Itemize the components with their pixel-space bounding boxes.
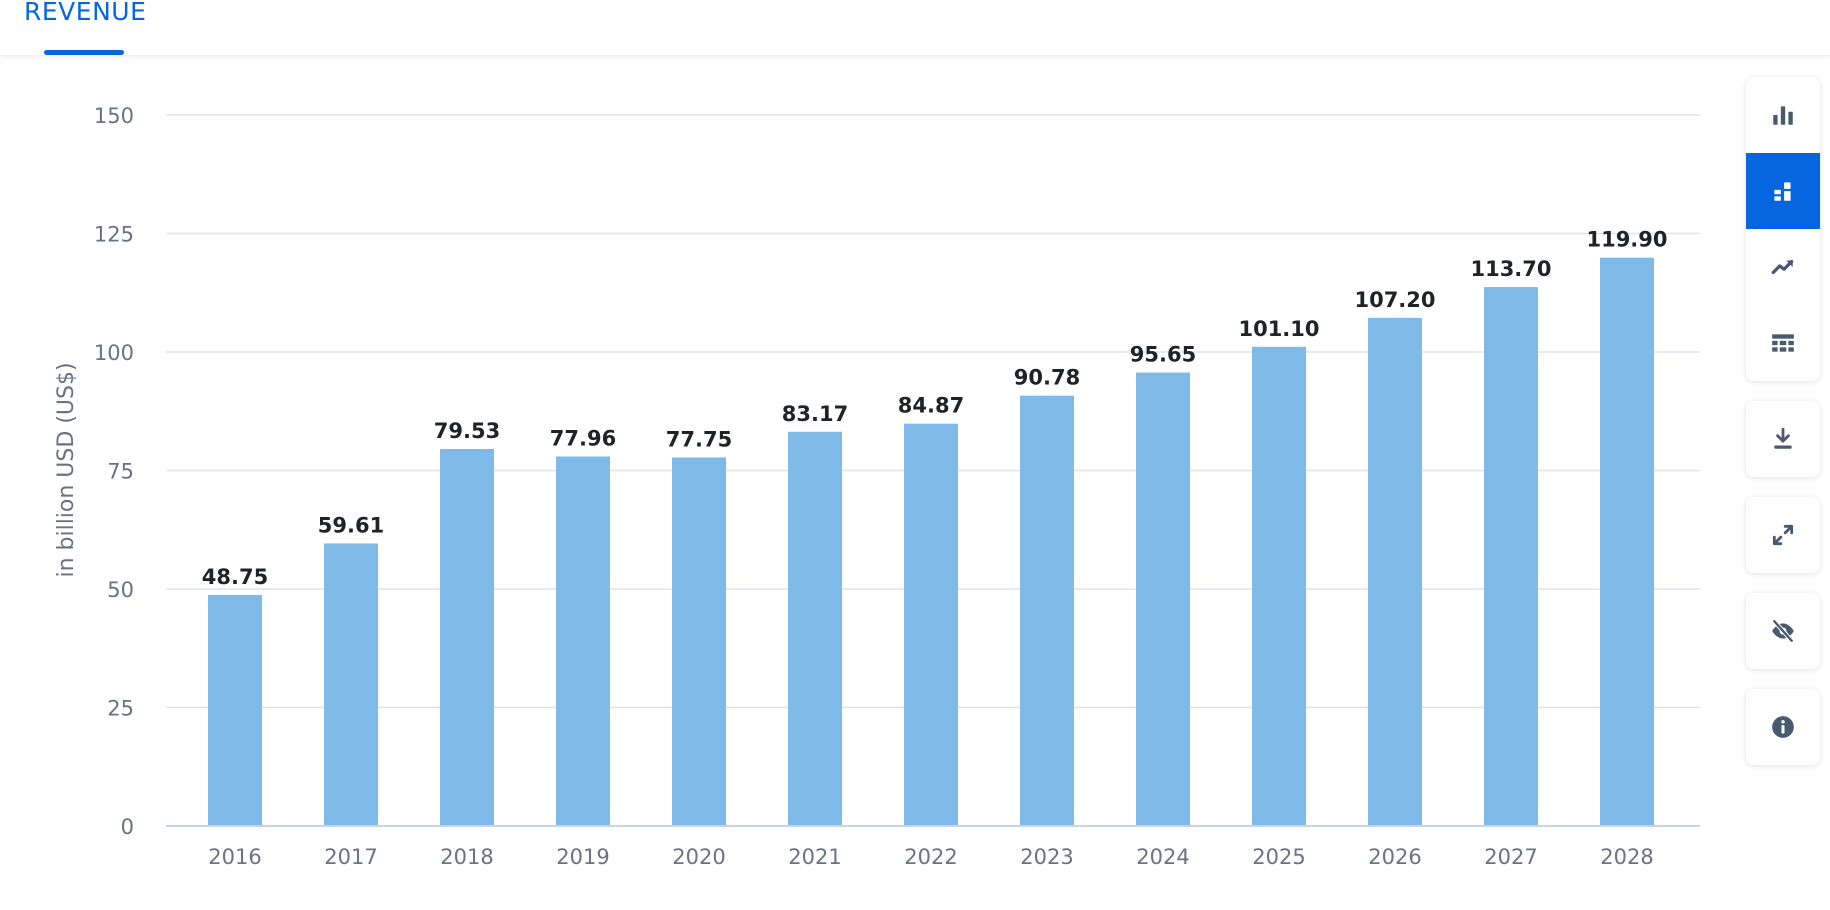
- bar-2025[interactable]: [1252, 346, 1306, 826]
- y-tick-label: 150: [94, 104, 134, 128]
- x-tick-label: 2024: [1136, 845, 1189, 869]
- bar-2020[interactable]: [672, 457, 726, 826]
- value-label-2027: 113.70: [1470, 257, 1551, 281]
- y-axis-label: in billion USD (US$): [54, 362, 79, 577]
- table-view-button[interactable]: [1746, 305, 1820, 381]
- x-tick-label: 2019: [556, 845, 609, 869]
- bar-2021[interactable]: [788, 431, 842, 826]
- bar-2017[interactable]: [324, 543, 378, 826]
- value-label-2019: 77.96: [550, 426, 616, 450]
- value-label-2018: 79.53: [434, 419, 500, 443]
- table-icon: [1772, 334, 1794, 352]
- download-icon: [1774, 427, 1792, 449]
- trend-line-icon: [1771, 259, 1794, 275]
- value-label-2017: 59.61: [318, 513, 384, 537]
- tab-revenue[interactable]: REVENUE: [24, 0, 147, 26]
- y-tick-label: 50: [107, 578, 134, 602]
- tab-bar: REVENUE: [0, 0, 1830, 56]
- x-tick-label: 2022: [904, 845, 957, 869]
- bar-2022[interactable]: [904, 423, 958, 826]
- chart-type-toolbar: [1746, 77, 1820, 381]
- y-tick-label: 75: [107, 460, 134, 484]
- y-tick-label: 0: [121, 815, 134, 839]
- value-labels: 48.75 59.61 79.53 77.96 77.75 83.17 84.87 90.78…: [202, 228, 1668, 589]
- hide-button[interactable]: [1746, 593, 1820, 669]
- x-axis-ticks: 2016 2017 2018 2019 2020 2021 2022 2023 2024 2025…: [208, 845, 1653, 869]
- value-label-2021: 83.17: [782, 402, 848, 426]
- value-label-2020: 77.75: [666, 427, 732, 451]
- fullscreen-group: [1746, 497, 1820, 573]
- x-tick-label: 2017: [324, 845, 377, 869]
- download-group: [1746, 401, 1820, 477]
- x-tick-label: 2025: [1252, 845, 1305, 869]
- x-tick-label: 2016: [208, 845, 261, 869]
- fullscreen-button[interactable]: [1746, 497, 1820, 573]
- x-tick-label: 2018: [440, 845, 493, 869]
- hide-group: [1746, 593, 1820, 669]
- hide-icon: [1772, 619, 1794, 643]
- value-label-2023: 90.78: [1014, 366, 1080, 390]
- bar-2026[interactable]: [1368, 317, 1422, 826]
- bar-2018[interactable]: [440, 449, 494, 826]
- bar-chart-button[interactable]: [1746, 77, 1820, 153]
- bar-2023[interactable]: [1020, 395, 1074, 826]
- active-tab-indicator: [44, 50, 124, 55]
- x-tick-label: 2023: [1020, 845, 1073, 869]
- revenue-bar-chart: 48.75 59.61 79.53 77.96 77.75 83.17 84.87 90.78…: [54, 104, 1700, 869]
- info-group: [1746, 689, 1820, 765]
- x-tick-label: 2021: [788, 845, 841, 869]
- value-label-2016: 48.75: [202, 565, 268, 589]
- value-label-2026: 107.20: [1354, 288, 1435, 312]
- info-button[interactable]: [1746, 689, 1820, 765]
- bar-2019[interactable]: [556, 456, 610, 826]
- bars: [208, 257, 1654, 826]
- bar-2024[interactable]: [1136, 372, 1190, 826]
- fullscreen-icon: [1772, 524, 1794, 546]
- value-label-2022: 84.87: [898, 394, 964, 418]
- y-axis-ticks: 0 25 50 75 100 125 150: [94, 104, 134, 839]
- x-tick-label: 2027: [1484, 845, 1537, 869]
- x-tick-label: 2020: [672, 845, 725, 869]
- download-button[interactable]: [1746, 401, 1820, 477]
- grid-lines: [166, 114, 1700, 709]
- bar-2028[interactable]: [1600, 257, 1654, 826]
- bar-chart-icon: [1773, 106, 1793, 125]
- y-tick-label: 100: [94, 341, 134, 365]
- stacked-chart-button[interactable]: [1746, 153, 1820, 229]
- value-label-2025: 101.10: [1238, 317, 1319, 341]
- stacked-chart-icon: [1774, 182, 1791, 201]
- info-icon: [1772, 716, 1794, 738]
- bar-2027[interactable]: [1484, 287, 1538, 826]
- value-label-2024: 95.65: [1130, 343, 1196, 367]
- y-tick-label: 125: [94, 223, 134, 247]
- x-tick-label: 2026: [1368, 845, 1421, 869]
- y-tick-label: 25: [107, 697, 134, 721]
- trend-chart-button[interactable]: [1746, 229, 1820, 305]
- bar-2016[interactable]: [208, 594, 262, 826]
- value-label-2028: 119.90: [1586, 228, 1667, 252]
- x-tick-label: 2028: [1600, 845, 1653, 869]
